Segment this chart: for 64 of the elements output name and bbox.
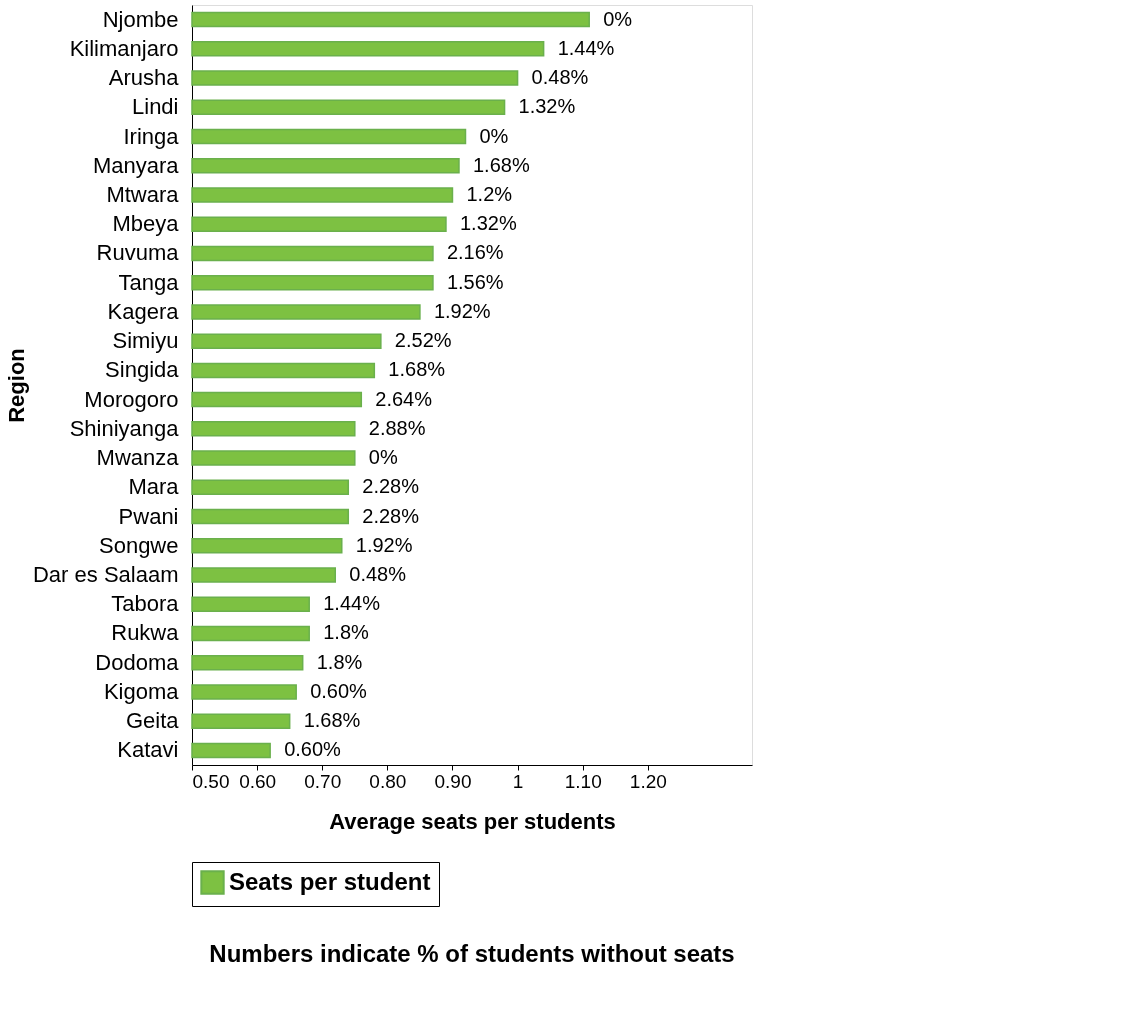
annotation: 2.28% (362, 475, 420, 498)
annotation: 1.92% (355, 533, 413, 556)
annotation: 1.8% (316, 650, 363, 673)
y-tick-label: Simiyu (112, 328, 179, 354)
annotation: 0.60% (310, 679, 368, 702)
y-tick-label: Manyara (92, 152, 180, 178)
y-tick-label: Tanga (118, 269, 180, 295)
annotation: 1.44% (557, 36, 615, 59)
annotation: 1.92% (433, 299, 491, 322)
y-tick-label: Pwani (118, 503, 179, 529)
annotation: 0% (479, 124, 509, 147)
x-axis-title: Average seats per students (329, 808, 616, 834)
annotation: 0% (368, 446, 398, 469)
y-tick-label: Rukwa (111, 620, 180, 646)
y-tick-label: Singida (105, 357, 180, 383)
annotation: 0.48% (531, 66, 589, 89)
annotation: 0.48% (349, 563, 407, 585)
annotation: 1.56% (446, 270, 504, 293)
annotation: 2.88% (368, 416, 426, 439)
y-tick-label: Kagera (107, 298, 180, 324)
y-tick-label: Mbeya (112, 211, 180, 237)
x-tick-label: 1.10 (564, 770, 602, 792)
x-tick-label: 1 (512, 770, 524, 792)
y-tick-label: Shiniyanga (69, 415, 180, 441)
x-tick-label: 0.50 (192, 770, 230, 792)
annotation: 1.68% (303, 709, 361, 732)
annotation: 0.60% (284, 738, 342, 761)
annotation: 1.2% (466, 183, 513, 205)
annotation: 2.64% (375, 387, 433, 410)
y-tick-label: Geita (125, 708, 180, 734)
legend-label: Seats per student (229, 867, 431, 895)
y-axis-title: Region (4, 348, 29, 423)
y-tick-label: Iringa (123, 123, 180, 149)
annotation: 1.32% (459, 212, 517, 235)
y-tick-label: Lindi (132, 94, 179, 120)
y-tick-label: Mwanza (96, 445, 180, 471)
y-tick-label: Mtwara (106, 182, 180, 207)
x-tick-label: 1.20 (629, 770, 667, 792)
annotation: 1.68% (472, 153, 530, 176)
y-tick-label: Songwe (98, 532, 179, 558)
y-tick-label: Kilimanjaro (69, 35, 179, 61)
y-tick-label: Ruvuma (96, 240, 180, 266)
y-tick-label: Mara (128, 474, 180, 500)
y-tick-label: Kigoma (103, 678, 180, 704)
annotation: 1.68% (388, 358, 446, 381)
y-tick-label: Dar es Salaam (32, 562, 179, 587)
y-tick-label: Katavi (117, 737, 179, 763)
annotation: 2.16% (446, 241, 504, 264)
y-tick-label: Arusha (108, 65, 180, 91)
annotation: 0% (603, 7, 633, 30)
annotation: 1.44% (323, 592, 381, 615)
x-tick-label: 0.60 (239, 770, 277, 792)
x-tick-label: 0.80 (369, 770, 407, 792)
annotation: 1.8% (323, 621, 370, 644)
annotation: 2.28% (362, 504, 420, 527)
y-tick-label: Morogoro (84, 386, 179, 412)
y-tick-label: Njombe (102, 6, 179, 32)
x-tick-label: 0.90 (434, 770, 472, 792)
annotation: 1.32% (518, 95, 576, 118)
x-tick-label: 0.70 (304, 770, 342, 792)
y-tick-label: Dodoma (95, 649, 180, 675)
y-tick-label: Tabora (111, 591, 180, 617)
annotation: 2.52% (394, 329, 452, 352)
text: Numbers indicate % of students without seats (209, 940, 735, 967)
